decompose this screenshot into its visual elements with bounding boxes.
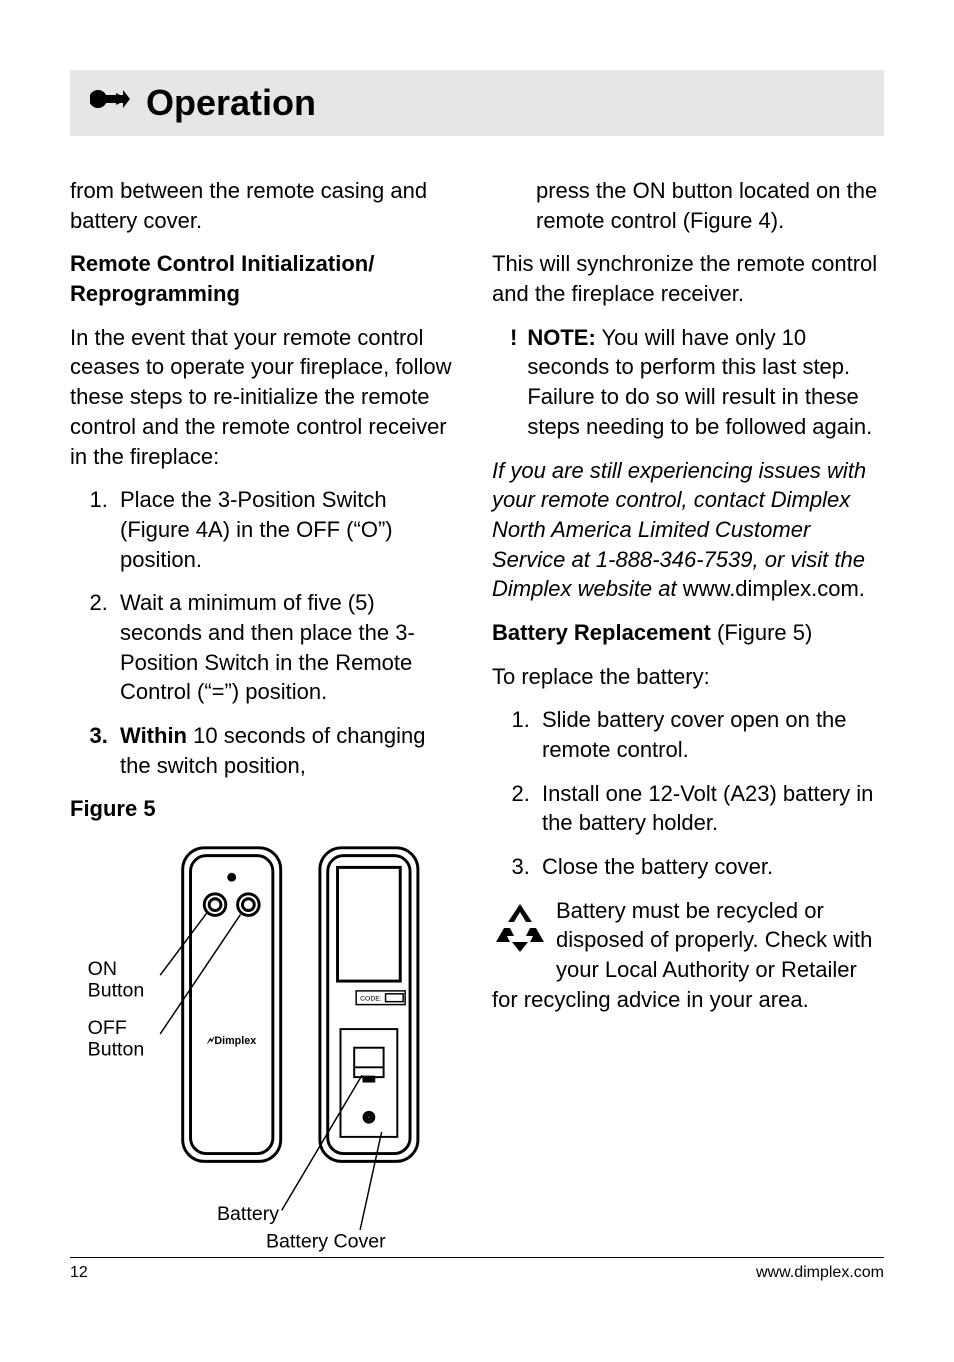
figure-5-label: Figure 5 xyxy=(70,794,462,824)
content-columns: from between the remote casing and batte… xyxy=(70,176,884,1267)
intro-2: In the event that your remote control ce… xyxy=(70,323,462,471)
recycle-block: Battery must be recycled or disposed of … xyxy=(492,896,884,1015)
figure-5: Figure 5 🗲Dimplex xyxy=(70,794,462,1267)
off-button-label: OFF Button xyxy=(88,1017,145,1061)
init-steps: Place the 3-Position Switch (Figure 4A) … xyxy=(70,485,462,780)
note-label: NOTE: xyxy=(527,325,595,350)
footer-url: www.dimplex.com xyxy=(756,1264,884,1282)
battery-repl-fig: (Figure 5) xyxy=(711,620,812,645)
left-column: from between the remote casing and batte… xyxy=(70,176,462,1267)
support-text: If you are still experiencing issues wit… xyxy=(492,456,884,604)
replace-step-2: Install one 12-Volt (A23) battery in the… xyxy=(536,779,884,838)
remote-brand-label: 🗲Dimplex xyxy=(206,1035,256,1047)
recycle-text: Battery must be recycled or disposed of … xyxy=(492,898,872,1012)
page: Operation from between the remote casing… xyxy=(0,0,954,1362)
note-block: ! NOTE: You will have only 10 seconds to… xyxy=(492,323,884,442)
right-column: press the ON button located on the remot… xyxy=(492,176,884,1267)
battery-replacement-heading: Battery Replacement (Figure 5) xyxy=(492,618,884,648)
page-number: 12 xyxy=(70,1264,88,1282)
replace-intro: To replace the battery: xyxy=(492,662,884,692)
pointer-icon xyxy=(90,84,130,122)
battery-repl-head: Battery Replacement xyxy=(492,620,711,645)
support-url: www.dimplex.com. xyxy=(683,576,865,601)
step-3-continuation: press the ON button located on the remot… xyxy=(492,176,884,235)
subheading-remote-init: Remote Control Initialization/ Reprogram… xyxy=(70,249,462,308)
section-title: Operation xyxy=(146,82,316,124)
recycle-icon xyxy=(492,900,548,964)
step-1: Place the 3-Position Switch (Figure 4A) … xyxy=(114,485,462,574)
figure-5-svg: 🗲Dimplex xyxy=(70,838,462,1259)
battery-cover-label: Battery Cover xyxy=(266,1231,386,1253)
sync-text: This will synchronize the remote control… xyxy=(492,249,884,308)
exclamation-icon: ! xyxy=(510,323,517,442)
step-3: Within 10 seconds of changing the switch… xyxy=(114,721,462,780)
code-label: CODE: xyxy=(360,996,382,1003)
section-header: Operation xyxy=(70,70,884,136)
battery-label: Battery xyxy=(217,1203,279,1225)
intro-continuation: from between the remote casing and batte… xyxy=(70,176,462,235)
note-body: NOTE: You will have only 10 seconds to p… xyxy=(527,323,884,442)
step-2: Wait a minimum of five (5) seconds and t… xyxy=(114,588,462,707)
replace-steps: Slide battery cover open on the remote c… xyxy=(492,705,884,881)
footer: 12 www.dimplex.com xyxy=(70,1257,884,1282)
replace-step-1: Slide battery cover open on the remote c… xyxy=(536,705,884,764)
replace-step-3: Close the battery cover. xyxy=(536,852,884,882)
on-button-label: ON Button xyxy=(88,958,145,1002)
step-3-bold: Within xyxy=(120,723,187,748)
